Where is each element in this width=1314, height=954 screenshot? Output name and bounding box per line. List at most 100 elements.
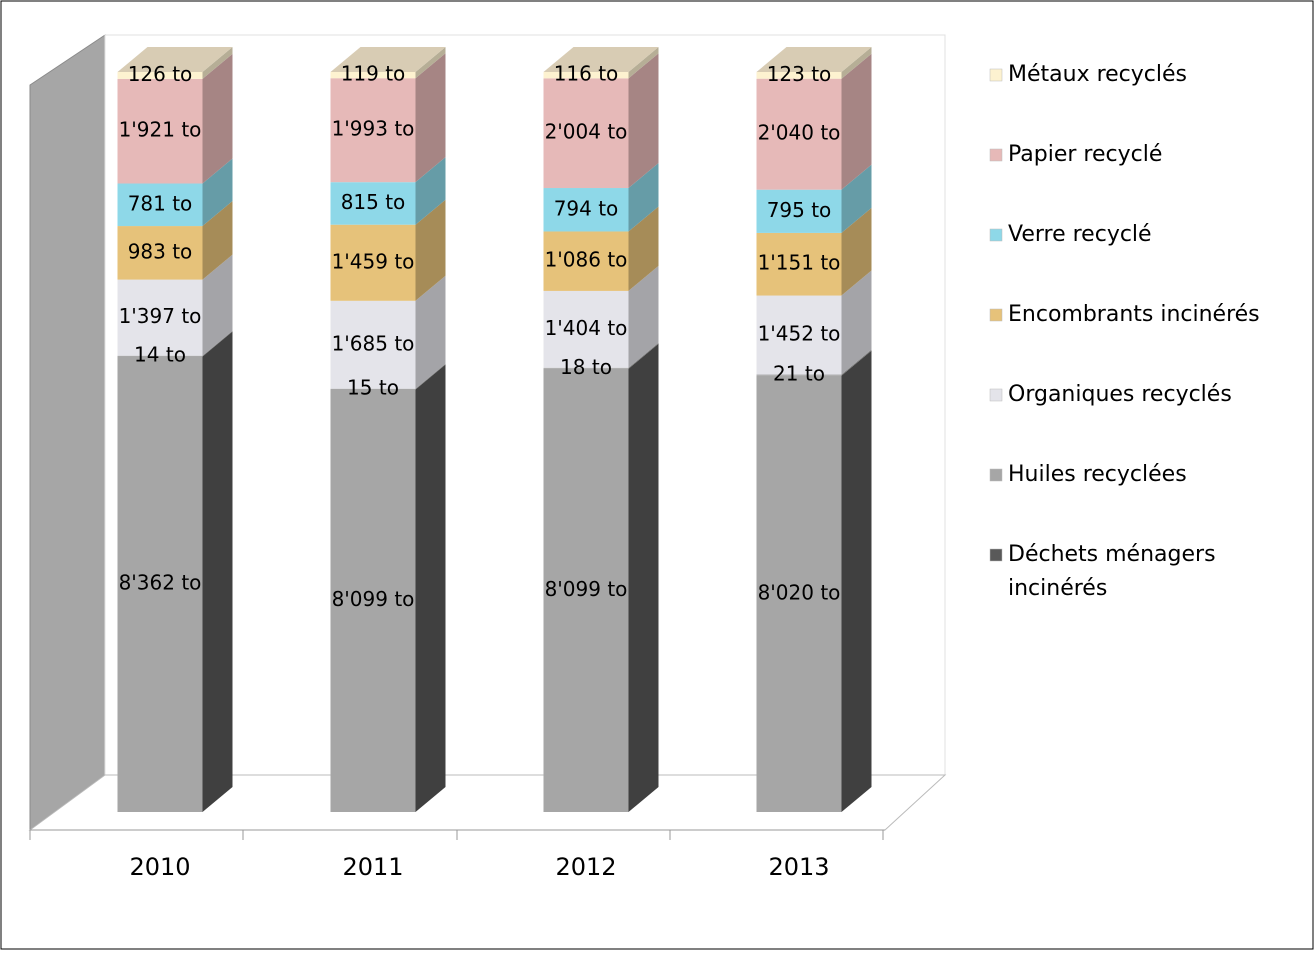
data-label: 123 to bbox=[767, 62, 832, 86]
bar-segment bbox=[330, 157, 446, 225]
bar-side bbox=[841, 349, 872, 376]
legend-swatch bbox=[989, 468, 1003, 482]
legend-swatch bbox=[989, 68, 1003, 82]
bar-side bbox=[628, 53, 659, 189]
bar-segment bbox=[543, 47, 659, 79]
data-label: 8'099 to bbox=[332, 587, 415, 611]
bar-side bbox=[628, 265, 659, 368]
bar-face bbox=[543, 72, 629, 79]
bar-side bbox=[415, 199, 446, 301]
bar-side bbox=[415, 275, 446, 389]
bar-segment bbox=[543, 53, 659, 189]
bar-face bbox=[543, 367, 629, 369]
data-label: 1'921 to bbox=[119, 118, 202, 142]
bar-face bbox=[330, 300, 416, 389]
bar-face bbox=[117, 72, 203, 79]
bar-side bbox=[841, 164, 872, 233]
bar-side bbox=[841, 270, 872, 375]
bar-face bbox=[117, 183, 203, 227]
legend-label: Déchets ménagers incinérés bbox=[1008, 542, 1216, 601]
bar-side bbox=[628, 342, 659, 369]
bar-top bbox=[543, 47, 659, 72]
bar-segment bbox=[543, 206, 659, 291]
bar-side bbox=[202, 53, 233, 184]
bar-segment bbox=[330, 364, 446, 812]
bar-face bbox=[756, 72, 842, 79]
bar-face bbox=[117, 355, 203, 357]
bar-segment bbox=[117, 254, 233, 356]
bar-side bbox=[628, 343, 659, 812]
bar-segment bbox=[543, 163, 659, 232]
bar-side bbox=[415, 363, 446, 390]
bar-segment bbox=[756, 270, 872, 375]
bar-top bbox=[117, 47, 233, 72]
data-label: 1'993 to bbox=[332, 117, 415, 141]
bar-segment bbox=[756, 47, 872, 79]
data-label: 2'004 to bbox=[545, 120, 628, 144]
legend-label: Organiques recyclés bbox=[1008, 382, 1232, 407]
x-tick-label: 2010 bbox=[129, 853, 190, 881]
data-label: 1'151 to bbox=[758, 251, 841, 275]
bar-face bbox=[117, 356, 203, 812]
bar-face bbox=[117, 78, 203, 184]
data-label: 14 to bbox=[134, 343, 186, 367]
legend-swatch bbox=[989, 228, 1003, 242]
legend-swatch bbox=[989, 308, 1003, 322]
bar-face bbox=[756, 232, 842, 296]
x-tick-label: 2013 bbox=[768, 853, 829, 881]
bar-side bbox=[841, 53, 872, 190]
bar-side bbox=[628, 206, 659, 291]
data-label: 126 to bbox=[128, 62, 193, 86]
data-label: 1'452 to bbox=[758, 322, 841, 346]
bar-side bbox=[841, 47, 872, 79]
bar-side bbox=[415, 53, 446, 183]
bar-face bbox=[756, 374, 842, 376]
bar-segment bbox=[756, 53, 872, 190]
legend-swatch bbox=[989, 148, 1003, 162]
legend-swatch bbox=[989, 548, 1003, 562]
bar-segment bbox=[117, 330, 233, 357]
bar-segment bbox=[117, 53, 233, 184]
bar-segment bbox=[756, 164, 872, 233]
data-label: 18 to bbox=[560, 355, 612, 379]
bar-side bbox=[415, 47, 446, 79]
x-ticks bbox=[29, 830, 884, 840]
bar-face bbox=[543, 368, 629, 812]
bar-face bbox=[330, 78, 416, 183]
bar-face bbox=[330, 182, 416, 225]
data-label: 1'397 to bbox=[119, 304, 202, 328]
bar-segment bbox=[756, 207, 872, 296]
bar-face bbox=[543, 231, 629, 291]
legend-label: Encombrants incinérés bbox=[1008, 302, 1260, 327]
bar-side bbox=[202, 331, 233, 812]
bar-face bbox=[543, 188, 629, 232]
legend-label: Verre recyclé bbox=[1008, 222, 1152, 247]
bar-side bbox=[628, 47, 659, 79]
bar-segment bbox=[756, 350, 872, 812]
bar-side bbox=[202, 47, 233, 79]
bar-side bbox=[415, 157, 446, 225]
data-label: 119 to bbox=[341, 62, 406, 86]
bar-side bbox=[202, 201, 233, 280]
data-label: 21 to bbox=[773, 362, 825, 386]
data-label: 1'459 to bbox=[332, 249, 415, 273]
data-label: 8'099 to bbox=[545, 577, 628, 601]
data-label: 983 to bbox=[128, 239, 193, 263]
data-label: 815 to bbox=[341, 190, 406, 214]
bar-top bbox=[330, 47, 446, 72]
bar-side bbox=[202, 254, 233, 356]
bar-segment bbox=[330, 363, 446, 390]
bar-segment bbox=[543, 343, 659, 812]
data-label: 794 to bbox=[554, 196, 619, 220]
bar-face bbox=[756, 78, 842, 190]
bar-segment bbox=[330, 47, 446, 79]
bar-face bbox=[543, 290, 629, 368]
bar-face bbox=[330, 224, 416, 301]
bar-face bbox=[330, 389, 416, 812]
x-tick-label: 2012 bbox=[555, 853, 616, 881]
x-tick-label: 2011 bbox=[342, 853, 403, 881]
bar-segment bbox=[117, 201, 233, 280]
bar-segment bbox=[330, 275, 446, 389]
data-label: 2'040 to bbox=[758, 121, 841, 145]
bar-face bbox=[330, 388, 416, 390]
